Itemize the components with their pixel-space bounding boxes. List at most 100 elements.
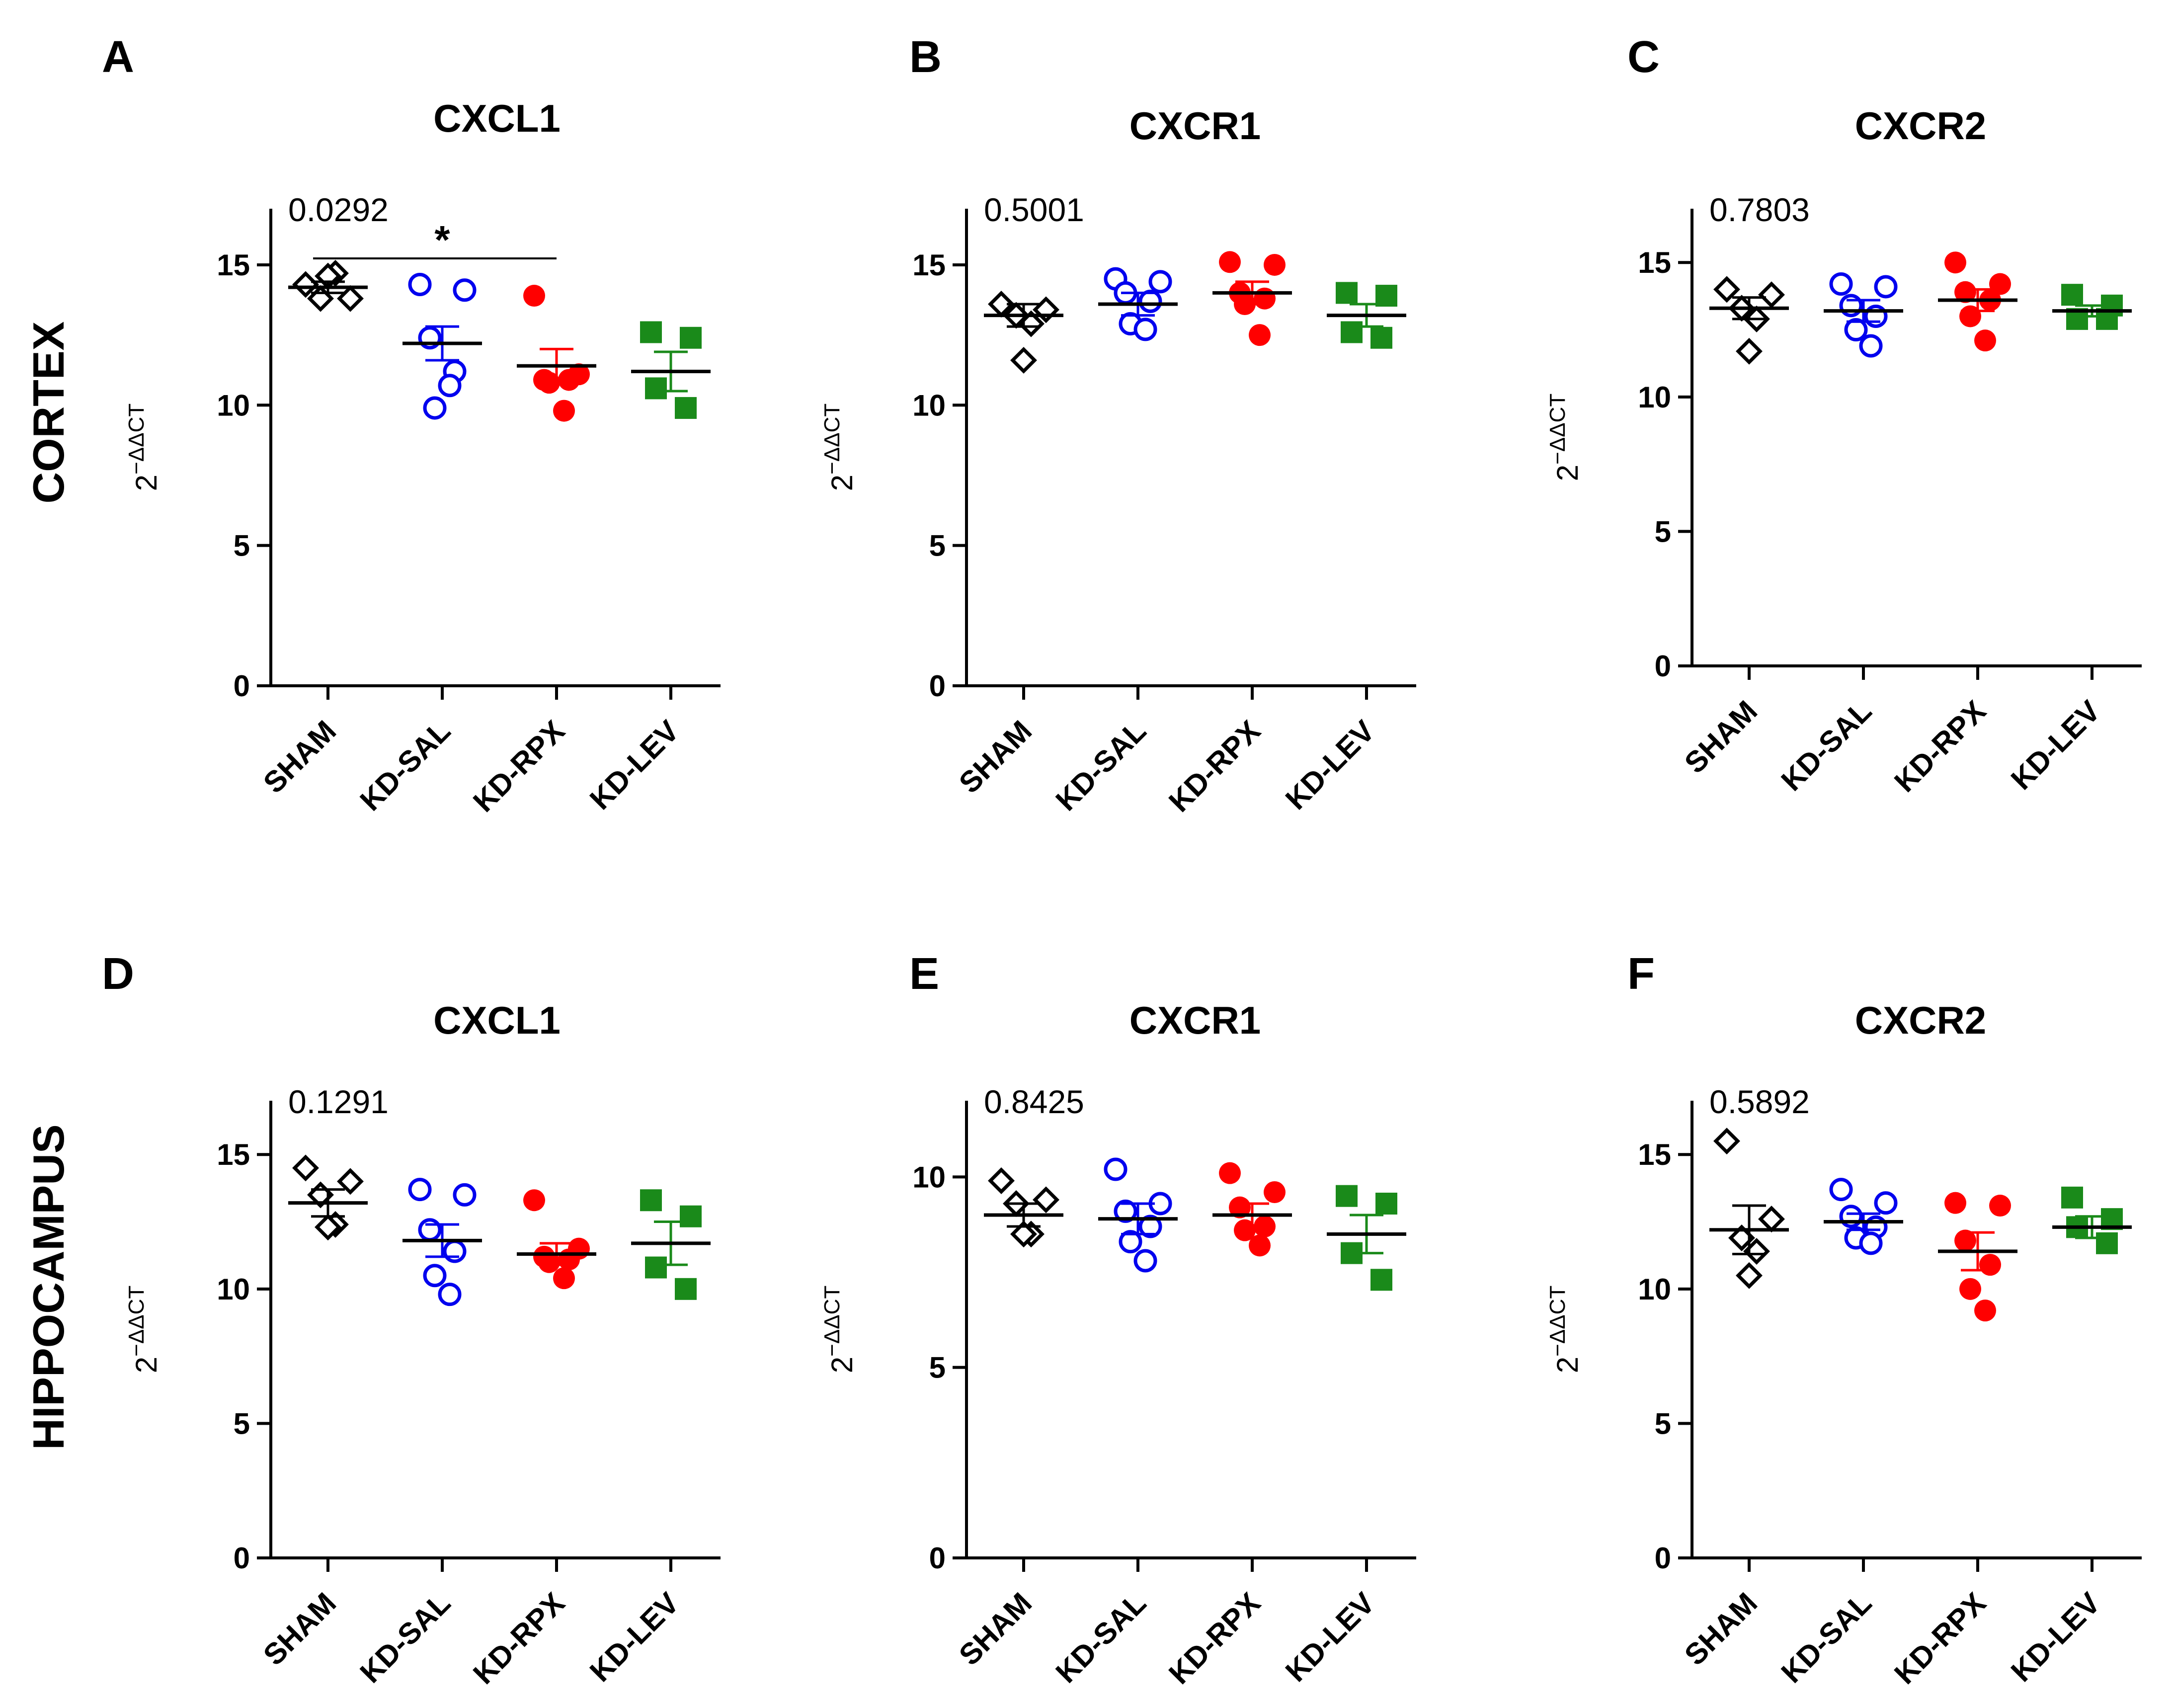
y-axis-label: 2−ΔΔCT — [1545, 394, 1584, 482]
x-tick-label-kd-sal: KD-SAL — [1775, 1586, 1878, 1690]
x-tick-label-kd-rpx: KD-RPX — [1888, 694, 1992, 799]
x-tick-label-kd-sal: KD-SAL — [1049, 714, 1153, 817]
y-tick-label: 10 — [1638, 381, 1671, 414]
data-point-kd-lev — [675, 1278, 697, 1300]
data-point-kd-sal — [1138, 289, 1162, 313]
x-tick-label-kd-rpx: KD-RPX — [1162, 1586, 1267, 1691]
data-point-kd-rpx — [558, 1248, 580, 1271]
y-axis-label: 2−ΔΔCT — [820, 1286, 859, 1374]
y-tick-label: 5 — [234, 1407, 250, 1440]
y-tick-label: 5 — [1655, 1407, 1671, 1440]
y-tick-label: 0 — [234, 669, 250, 703]
y-axis-label-exponent: −ΔΔCT — [820, 404, 844, 475]
data-point-kd-sal — [1138, 1215, 1162, 1238]
chart-title: CXCL1 — [433, 96, 561, 140]
p-value-label: 0.7803 — [1709, 191, 1810, 228]
y-axis-label: 2−ΔΔCT — [124, 404, 163, 491]
data-point-kd-lev — [640, 321, 662, 343]
data-point-kd-rpx — [523, 1189, 545, 1212]
data-point-kd-lev — [1375, 1193, 1397, 1215]
data-point-kd-rpx — [523, 285, 545, 307]
data-point-kd-rpx — [1989, 1195, 2011, 1217]
data-point-kd-sal — [1844, 318, 1868, 342]
data-point-kd-sal — [423, 1264, 447, 1288]
y-tick-label: 5 — [929, 1351, 946, 1384]
chart-title: CXCR2 — [1855, 998, 1986, 1042]
y-axis-label-exponent: −ΔΔCT — [124, 1286, 149, 1357]
chart-panel-a: A CXCL1 0 5 10 15 2−ΔΔCT 0.0292 SHAM KD-SAL KD-RPX… — [102, 32, 721, 818]
data-point-kd-rpx — [553, 1267, 575, 1290]
y-axis-label-exponent: −ΔΔCT — [124, 404, 149, 475]
data-point-kd-sal — [423, 396, 447, 420]
x-tick-label-sham: SHAM — [1678, 694, 1764, 780]
data-point-kd-rpx — [1249, 324, 1271, 346]
data-point-kd-lev — [645, 377, 667, 400]
data-point-kd-lev — [2061, 1186, 2083, 1209]
data-point-kd-rpx — [1254, 287, 1276, 310]
y-tick-label: 10 — [217, 389, 250, 422]
y-tick-label: 10 — [912, 389, 946, 422]
data-point-kd-rpx — [1249, 1234, 1271, 1257]
x-tick-label-sham: SHAM — [257, 714, 342, 800]
x-tick-label-kd-rpx: KD-RPX — [467, 714, 571, 818]
row-label-cortex: CORTEX — [24, 322, 73, 504]
chart-panel-d: D CXCL1 0 5 10 15 2−ΔΔCT 0.1291 SHAM KD-SAL KD-RPX… — [102, 949, 721, 1691]
data-point-kd-lev — [1370, 1269, 1392, 1291]
data-point-kd-lev — [645, 1256, 667, 1279]
panel-letter: C — [1627, 32, 1660, 82]
chart-panel-b: B CXCR1 0 5 10 15 2−ΔΔCT 0.5001 SHAM KD-SAL KD-RPX… — [820, 32, 1416, 818]
panel-letter: B — [909, 32, 942, 82]
data-point-kd-rpx — [1229, 1196, 1251, 1219]
y-axis-label-exponent: −ΔΔCT — [1545, 394, 1570, 465]
data-point-kd-sal — [1829, 272, 1853, 296]
data-point-kd-sal — [438, 1283, 462, 1306]
y-axis-label: 2−ΔΔCT — [820, 404, 859, 491]
x-tick-label-kd-sal: KD-SAL — [1775, 694, 1878, 798]
chart-panel-e: E CXCR1 0 5 10 2−ΔΔCT 0.8425 SHAM KD-SAL KD-RPX KD… — [820, 949, 1416, 1691]
data-point-kd-sal — [1148, 270, 1172, 294]
data-point-sham — [1758, 1206, 1785, 1233]
chart-panel-c: C CXCR2 0 5 10 15 2−ΔΔCT 0.7803 SHAM KD-SAL KD-RPX… — [1545, 32, 2142, 799]
data-point-sham — [337, 1168, 364, 1195]
data-point-kd-rpx — [1979, 1254, 2001, 1276]
chart-title: CXCR2 — [1855, 104, 1986, 148]
data-point-kd-sal — [1114, 1199, 1137, 1223]
x-tick-label-sham: SHAM — [1678, 1586, 1764, 1672]
data-point-sham — [292, 1154, 319, 1182]
y-tick-label: 0 — [929, 1542, 946, 1575]
x-tick-label-sham: SHAM — [257, 1586, 342, 1672]
y-axis-label: 2−ΔΔCT — [124, 1286, 163, 1374]
y-axis-label-base: 2 — [1551, 1357, 1584, 1373]
y-axis-label-base: 2 — [1551, 465, 1584, 481]
data-point-sham — [1033, 296, 1059, 324]
data-point-sham — [1713, 276, 1740, 303]
data-point-kd-sal — [1119, 1230, 1142, 1254]
y-tick-label: 5 — [234, 529, 250, 563]
data-point-kd-rpx — [558, 369, 580, 391]
data-point-kd-lev — [640, 1189, 662, 1212]
panel-letter: D — [102, 949, 134, 999]
y-tick-label: 15 — [1638, 246, 1671, 279]
data-point-kd-sal — [453, 278, 477, 302]
p-value-label: 0.1291 — [288, 1083, 389, 1120]
data-point-kd-sal — [1874, 275, 1898, 299]
y-tick-label: 0 — [1655, 1542, 1671, 1575]
x-tick-label-kd-lev: KD-LEV — [2005, 1586, 2106, 1688]
y-tick-label: 10 — [912, 1160, 946, 1194]
panel-letter: E — [909, 949, 939, 999]
x-tick-label-sham: SHAM — [953, 714, 1038, 800]
data-point-kd-sal — [438, 374, 462, 398]
data-point-kd-rpx — [1219, 1162, 1241, 1184]
y-axis-label-base: 2 — [825, 1357, 859, 1373]
data-point-kd-lev — [2096, 1232, 2118, 1254]
data-point-kd-sal — [1133, 1249, 1157, 1273]
x-tick-label-kd-rpx: KD-RPX — [1888, 1586, 1992, 1691]
data-point-kd-lev — [1370, 326, 1392, 349]
chart-panel-f: F CXCR2 0 5 10 15 2−ΔΔCT 0.5892 SHAM KD-SAL KD-RPX… — [1545, 949, 2142, 1691]
x-tick-label-kd-sal: KD-SAL — [354, 714, 457, 817]
data-point-kd-sal — [418, 1218, 442, 1242]
data-point-sham — [1713, 1128, 1740, 1155]
y-tick-label: 0 — [234, 1542, 250, 1575]
